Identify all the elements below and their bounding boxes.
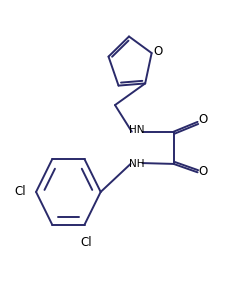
Text: NH: NH xyxy=(129,159,144,169)
Text: O: O xyxy=(198,165,207,178)
Text: O: O xyxy=(198,113,207,126)
Text: Cl: Cl xyxy=(80,237,91,250)
Text: O: O xyxy=(154,45,163,58)
Text: Cl: Cl xyxy=(15,185,26,198)
Text: HN: HN xyxy=(129,125,144,135)
